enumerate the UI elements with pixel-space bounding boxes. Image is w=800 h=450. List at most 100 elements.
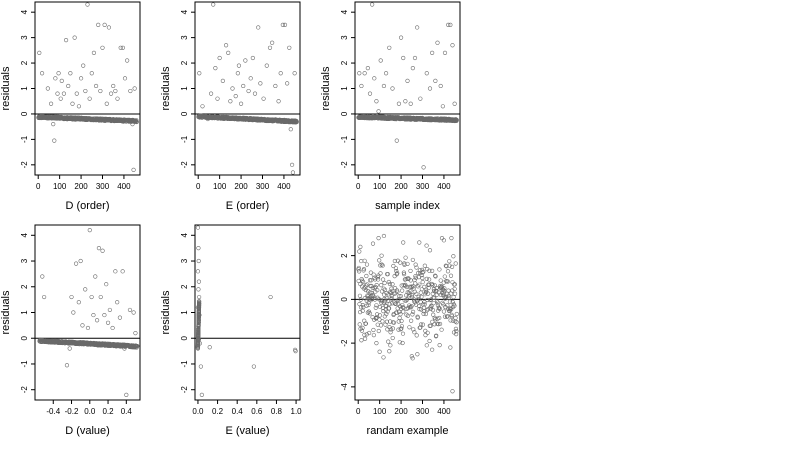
data-point	[377, 258, 382, 263]
data-point	[386, 279, 391, 285]
data-point	[381, 286, 386, 291]
data-point	[420, 270, 425, 275]
data-point	[432, 295, 437, 300]
data-point	[37, 50, 42, 55]
data-point	[96, 246, 102, 251]
data-point	[268, 294, 273, 300]
data-point	[370, 2, 375, 7]
data-point	[395, 289, 400, 294]
data-point	[376, 273, 381, 278]
data-point	[267, 45, 273, 50]
data-point	[110, 325, 115, 331]
data-point	[56, 71, 61, 76]
data-point	[356, 269, 362, 274]
y-tick-label: 3	[180, 35, 189, 40]
data-point	[435, 40, 440, 45]
data-point	[208, 91, 214, 96]
data-point	[450, 299, 455, 305]
data-point	[385, 272, 390, 277]
data-point	[94, 318, 100, 323]
x-axis-label: D (order)	[65, 200, 109, 212]
y-tick-label: 1	[340, 86, 349, 91]
scatter-panel-4: -0.4 -0.2 0.0 0.2 0.4 -2 -1 0 1 2 3 4 D (value) resid…	[0, 224, 141, 437]
data-point	[87, 96, 92, 101]
data-point	[113, 269, 118, 274]
data-point	[387, 302, 392, 307]
data-point	[418, 325, 423, 330]
data-point	[367, 278, 373, 283]
data-point	[357, 249, 362, 254]
x-tick-label: 0.0	[84, 407, 96, 416]
data-point	[63, 38, 69, 43]
data-point	[373, 277, 378, 282]
y-tick-label: -1	[340, 135, 349, 143]
data-point	[387, 45, 392, 50]
data-point	[400, 305, 405, 310]
y-tick-label: 4	[180, 233, 189, 238]
data-point	[382, 280, 387, 286]
y-tick-label: 2	[180, 60, 189, 65]
data-point	[115, 300, 120, 305]
data-point	[394, 310, 399, 315]
data-point	[418, 96, 423, 101]
data-point	[410, 257, 415, 263]
data-point	[207, 345, 212, 350]
y-tick-label: 0	[180, 111, 189, 116]
y-tick-label: 1	[20, 310, 29, 315]
data-point	[393, 301, 398, 306]
data-point	[357, 71, 362, 76]
data-point	[441, 302, 446, 307]
x-tick-label: 400	[117, 182, 131, 191]
data-point	[430, 291, 435, 296]
data-point	[131, 310, 136, 315]
y-tick-label: 0	[20, 111, 29, 116]
data-point	[205, 116, 210, 122]
data-point	[292, 71, 297, 76]
data-point	[359, 258, 364, 264]
data-point	[401, 240, 406, 245]
data-point	[370, 285, 375, 291]
plot-frame	[34, 1, 141, 176]
x-tick-label: 200	[234, 182, 248, 191]
data-point	[430, 319, 435, 324]
data-point	[397, 309, 402, 315]
data-point	[451, 254, 456, 259]
data-point	[384, 296, 389, 301]
data-point	[418, 322, 424, 327]
x-tick-label: 1.0	[291, 407, 303, 416]
data-point	[381, 83, 387, 89]
data-point	[422, 263, 427, 268]
data-point	[74, 91, 79, 96]
y-tick-label: 0	[340, 297, 349, 302]
x-tick-label: -0.2	[65, 407, 79, 416]
y-tick-label: 3	[180, 258, 189, 263]
y-axis-label: residuals	[320, 290, 332, 335]
data-point	[428, 297, 433, 303]
data-point	[401, 270, 406, 275]
data-point	[386, 306, 392, 311]
y-tick-label: 4	[20, 9, 29, 14]
data-point	[399, 318, 404, 324]
data-point	[374, 315, 379, 320]
data-point	[69, 294, 74, 300]
data-point	[67, 346, 72, 351]
data-point	[89, 71, 94, 76]
data-point	[196, 246, 201, 251]
data-point	[196, 320, 201, 325]
data-point	[98, 294, 103, 300]
data-point	[287, 45, 292, 50]
data-point	[361, 267, 367, 272]
data-point	[261, 96, 266, 101]
data-point	[278, 71, 283, 76]
data-point	[433, 78, 438, 83]
data-point	[393, 301, 398, 306]
data-point	[196, 258, 201, 264]
data-point	[71, 310, 76, 315]
data-point	[396, 101, 402, 106]
data-point	[81, 63, 86, 68]
data-point	[251, 364, 256, 369]
x-tick-label: 400	[277, 182, 291, 191]
data-point	[446, 295, 451, 301]
data-point	[430, 283, 435, 288]
data-point	[448, 345, 453, 350]
